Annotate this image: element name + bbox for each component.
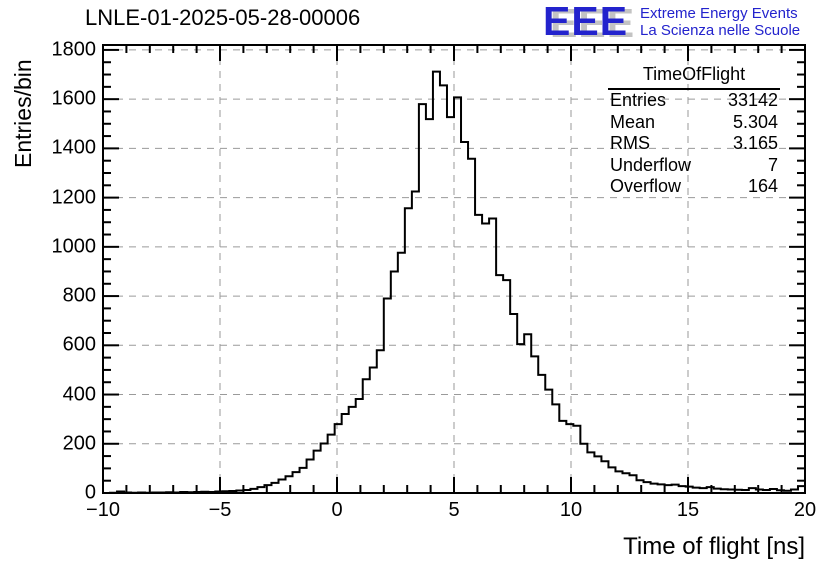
eee-logo-line2: La Scienza nelle Scuole	[640, 22, 801, 39]
stats-box-rows: Entries 33142 Mean 5.304 RMS 3.165 Underflow 7 O…	[608, 90, 780, 198]
y-tick-label: 0	[84, 481, 96, 504]
y-tick-label: 600	[62, 333, 96, 356]
eee-logo-acronym: EEE	[543, 0, 629, 44]
stat-value: 5.304	[732, 111, 778, 132]
x-tick-label: 5	[448, 499, 460, 521]
stat-value: 164	[747, 176, 778, 196]
x-axis-title: Time of flight [ns]	[623, 533, 805, 560]
y-tick-label: 800	[62, 284, 96, 307]
y-tick-label: 1000	[51, 235, 97, 258]
x-tick-label: 20	[793, 499, 817, 521]
stat-label: Entries	[610, 90, 667, 110]
stat-row-rms: RMS 3.165	[608, 133, 780, 155]
y-tick-label: 1600	[51, 87, 97, 110]
stats-box: TimeOfFlight Entries 33142 Mean 5.304 RMS 3.1…	[608, 64, 780, 198]
stats-box-title: TimeOfFlight	[608, 64, 780, 90]
stat-label: Underflow	[610, 154, 692, 175]
y-axis-title: Entries/bin	[10, 59, 36, 168]
stat-row-underflow: Underflow 7	[608, 155, 780, 177]
stat-value: 3.165	[732, 133, 778, 153]
y-tick-label: 200	[62, 432, 96, 455]
plot-frame	[102, 44, 806, 494]
stat-row-overflow: Overflow 164	[608, 176, 780, 198]
stat-value: 7	[767, 154, 778, 175]
eee-logo-text: Extreme Energy Events La Scienza nelle S…	[640, 3, 800, 39]
y-tick-label: 1800	[51, 38, 97, 61]
x-tick-label: −10	[86, 499, 120, 521]
stat-label: Overflow	[610, 176, 682, 196]
eee-logo: EEE Extreme Energy Events La Scienza nel…	[543, 0, 800, 44]
plot-title: LNLE-01-2025-05-28-00006	[85, 5, 361, 30]
y-tick-label: 1400	[51, 136, 97, 159]
stat-row-entries: Entries 33142	[608, 90, 780, 112]
stat-row-mean: Mean 5.304	[608, 112, 780, 134]
x-tick-label: −5	[208, 499, 232, 521]
y-tick-label: 400	[62, 383, 96, 406]
stat-value: 33142	[727, 90, 778, 110]
y-tick-label: 1200	[51, 186, 97, 209]
x-tick-label: 0	[331, 499, 343, 521]
x-tick-label: 10	[559, 499, 583, 521]
histogram-line	[103, 70, 806, 494]
stat-label: RMS	[610, 133, 650, 153]
x-tick-label: 15	[676, 499, 700, 521]
eee-logo-line1: Extreme Energy Events	[640, 5, 798, 22]
stat-label: Mean	[610, 111, 656, 132]
